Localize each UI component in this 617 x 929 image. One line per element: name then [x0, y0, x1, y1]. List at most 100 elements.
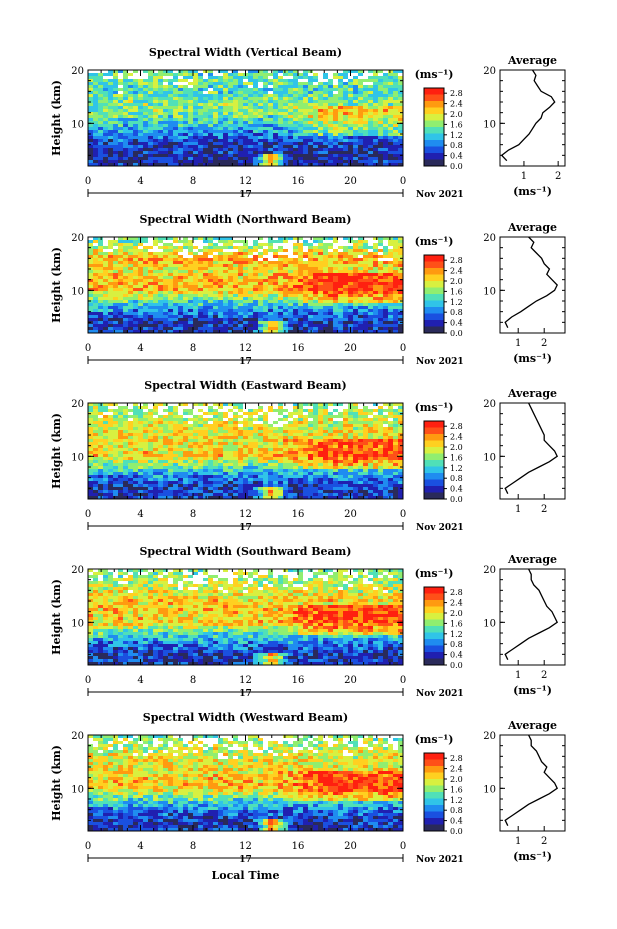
colorbar-segment: [424, 652, 444, 659]
avg-x-tick-label: 1: [515, 504, 521, 515]
y-tick-label: 10: [71, 119, 84, 130]
colorbar-tick-label: 2.0: [450, 110, 463, 119]
colorbar-segment: [424, 479, 444, 486]
average-xlabel: (ms⁻¹): [513, 185, 552, 198]
day-label: 17: [239, 190, 252, 200]
colorbar-segment: [424, 759, 444, 766]
x-tick-label: 16: [292, 675, 305, 686]
x-tick-label: 12: [239, 509, 252, 520]
colorbar-tick-label: 2.0: [450, 609, 463, 618]
beam-panel-1: Spectral Width (Northward Beam) Height (k…: [50, 213, 566, 367]
colorbar-segment: [424, 447, 444, 454]
colorbar-segment: [424, 114, 444, 121]
y-axis-label: Height (km): [50, 247, 63, 323]
colorbar-tick-label: 1.6: [450, 120, 463, 129]
colorbar-tick-label: 0.8: [450, 308, 463, 317]
colorbar-segment: [424, 153, 444, 160]
colorbar-tick-label: 0.0: [450, 495, 463, 504]
average-title: Average: [507, 54, 557, 67]
colorbar-segment: [424, 427, 444, 434]
colorbar-segment: [424, 811, 444, 818]
day-label: 17: [239, 357, 252, 367]
x-tick-label: 8: [190, 841, 196, 852]
colorbar-segment: [424, 613, 444, 620]
avg-y-tick-label: 10: [483, 452, 496, 463]
x-tick-label: 8: [190, 343, 196, 354]
x-tick-label: 16: [292, 176, 305, 187]
date-label: Nov 2021: [416, 190, 464, 200]
colorbar-segment: [424, 619, 444, 626]
x-tick-label: 12: [239, 176, 252, 187]
colorbar-frame: [423, 752, 445, 832]
average-frame: [499, 402, 566, 500]
colorbar-segment: [424, 453, 444, 460]
day-label: 17: [239, 855, 252, 865]
x-tick-label: 20: [344, 343, 357, 354]
colorbar-frame: [423, 420, 445, 500]
colorbar-segment: [424, 466, 444, 473]
x-tick-label: 4: [137, 343, 143, 354]
avg-y-tick-label: 10: [483, 286, 496, 297]
avg-y-tick-label: 10: [483, 618, 496, 629]
colorbar-tick-label: 2.8: [450, 89, 463, 98]
x-tick-label: 4: [137, 675, 143, 686]
colorbar-tick-label: 0.8: [450, 141, 463, 150]
colorbar-tick-label: 0.8: [450, 474, 463, 483]
y-axis-label: Height (km): [50, 745, 63, 821]
colorbar-tick-label: 2.0: [450, 443, 463, 452]
avg-x-tick-label: 2: [541, 504, 547, 515]
x-tick-label: 0: [400, 509, 406, 520]
day-label: 17: [239, 523, 252, 533]
colorbar-tick-label: 1.2: [450, 131, 463, 140]
colorbar-tick-label: 0.4: [450, 651, 463, 660]
x-tick-label: 12: [239, 841, 252, 852]
colorbar-tick-label: 1.2: [450, 464, 463, 473]
colorbar-tick-label: 1.6: [450, 785, 463, 794]
colorbar-tick-label: 2.4: [450, 599, 463, 608]
average-frame: [499, 568, 566, 666]
avg-x-tick-label: 1: [515, 670, 521, 681]
average-profile-line: [500, 69, 556, 162]
colorbar-tick-label: 0.4: [450, 319, 463, 328]
x-tick-label: 16: [292, 343, 305, 354]
avg-y-tick-label: 20: [483, 565, 496, 576]
x-tick-label: 20: [344, 509, 357, 520]
colorbar-tick-label: 1.2: [450, 796, 463, 805]
colorbar-segment: [424, 101, 444, 108]
colorbar-segment: [424, 326, 444, 333]
average-profile-line: [504, 568, 559, 660]
x-tick-label: 0: [85, 343, 91, 354]
beam-panel-2: Spectral Width (Eastward Beam) Height (km…: [50, 379, 566, 533]
colorbar-tick-label: 0.8: [450, 640, 463, 649]
date-label: Nov 2021: [416, 855, 464, 865]
average-title: Average: [507, 553, 557, 566]
avg-y-tick-label: 10: [483, 784, 496, 795]
colorbar-segment: [424, 107, 444, 114]
average-xlabel: (ms⁻¹): [513, 850, 552, 863]
colorbar-segment: [424, 320, 444, 327]
heatmap-cells: [88, 237, 403, 333]
colorbar-tick-label: 2.8: [450, 422, 463, 431]
colorbar-tick-label: 2.8: [450, 588, 463, 597]
x-tick-label: 16: [292, 509, 305, 520]
heatmap-cells: [88, 569, 403, 665]
colorbar-unit: (ms⁻¹): [415, 567, 454, 580]
colorbar-tick-label: 0.0: [450, 162, 463, 171]
colorbar-segment: [424, 645, 444, 652]
colorbar-segment: [424, 639, 444, 646]
colorbar-segment: [424, 818, 444, 825]
colorbar-segment: [424, 159, 444, 166]
colorbar-tick-label: 2.4: [450, 100, 463, 109]
x-tick-label: 12: [239, 343, 252, 354]
colorbar-segment: [424, 274, 444, 281]
colorbar-unit: (ms⁻¹): [415, 733, 454, 746]
colorbar-segment: [424, 287, 444, 294]
x-tick-label: 0: [85, 675, 91, 686]
avg-x-tick-label: 1: [515, 836, 521, 847]
bottom-x-axis-label: Local Time: [212, 869, 280, 882]
colorbar-tick-label: 0.4: [450, 485, 463, 494]
colorbar-segment: [424, 434, 444, 441]
x-tick-label: 8: [190, 675, 196, 686]
colorbar-segment: [424, 632, 444, 639]
colorbar-segment: [424, 140, 444, 147]
